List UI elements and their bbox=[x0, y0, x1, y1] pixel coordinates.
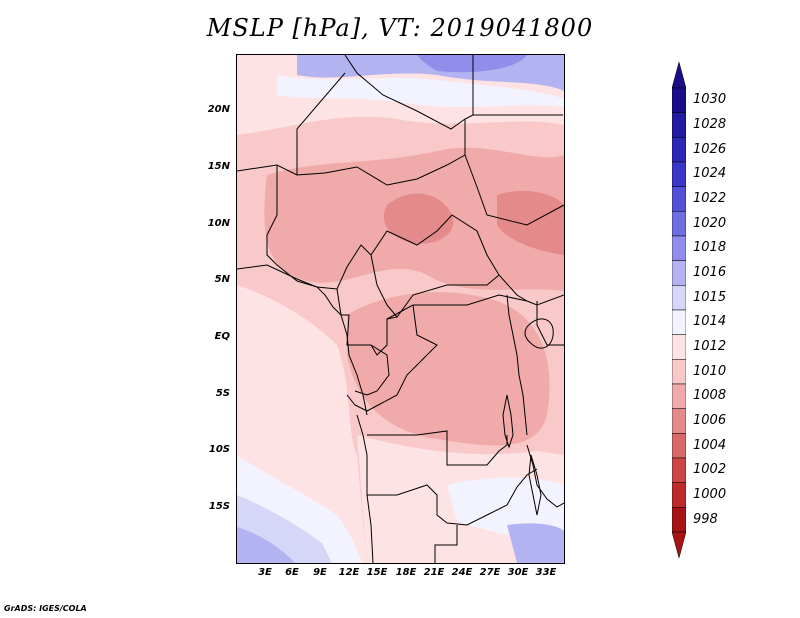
y-axis-label: EQ bbox=[214, 331, 230, 342]
colorbar-label: 1030 bbox=[693, 92, 727, 108]
x-axis-label: 30E bbox=[507, 567, 529, 578]
pressure-ocean-1018 bbox=[237, 527, 295, 563]
colorbar-arrow-bottom bbox=[672, 531, 686, 558]
pressure-southeast-1016 bbox=[507, 523, 564, 563]
colorbar-cell bbox=[672, 285, 686, 311]
colorbar-label: 1015 bbox=[693, 289, 727, 305]
colorbar-arrow-top bbox=[672, 62, 686, 89]
colorbar-cell bbox=[672, 482, 686, 508]
colorbar-label: 1022 bbox=[693, 191, 727, 206]
colorbar-label: 1020 bbox=[693, 215, 727, 231]
colorbar-cell bbox=[672, 186, 686, 212]
colorbar-cell bbox=[672, 112, 686, 138]
colorbar-label: 1006 bbox=[693, 413, 727, 428]
x-axis-label: 21E bbox=[423, 567, 445, 578]
x-axis-label: 12E bbox=[338, 567, 360, 578]
x-axis-label: 9E bbox=[313, 567, 327, 578]
y-axis-label: 15N bbox=[207, 161, 230, 172]
y-axis-label: 5N bbox=[214, 274, 230, 285]
colorbar-cell bbox=[672, 235, 686, 261]
colorbar-label: 1018 bbox=[693, 240, 727, 256]
colorbar-label: 1016 bbox=[693, 265, 727, 280]
colorbar-label: 1028 bbox=[693, 117, 727, 132]
colorbar-label: 1026 bbox=[693, 141, 727, 157]
pressure-map bbox=[236, 54, 565, 564]
colorbar bbox=[672, 62, 686, 558]
colorbar-label: 998 bbox=[693, 511, 718, 527]
x-axis-label: 33E bbox=[535, 567, 557, 578]
colorbar-cell bbox=[672, 408, 686, 434]
colorbar-cell bbox=[672, 260, 686, 286]
colorbar-cell bbox=[672, 87, 686, 113]
colorbar-cell bbox=[672, 211, 686, 237]
y-axis-label: 20N bbox=[207, 104, 230, 115]
y-axis-label: 5S bbox=[215, 388, 230, 399]
high-pressure-north-core bbox=[417, 55, 527, 73]
x-axis-label: 18E bbox=[395, 567, 417, 578]
y-axis-label: 10N bbox=[207, 218, 230, 229]
colorbar-label: 1024 bbox=[693, 166, 727, 182]
x-axis-label: 24E bbox=[451, 567, 473, 578]
colorbar-cell bbox=[672, 137, 686, 163]
colorbar-cell bbox=[672, 359, 686, 385]
colorbar-label: 1010 bbox=[693, 363, 727, 379]
colorbar-cell bbox=[672, 334, 686, 360]
x-axis-label: 3E bbox=[258, 567, 272, 578]
map-title: MSLP [hPa], VT: 2019041800 bbox=[206, 14, 594, 42]
colorbar-cell bbox=[672, 309, 686, 335]
colorbar-label: 1014 bbox=[693, 314, 727, 330]
colorbar-label: 1004 bbox=[693, 437, 727, 453]
colorbar-cell bbox=[672, 507, 686, 533]
x-axis-label: 15E bbox=[366, 567, 388, 578]
coastline-africa bbox=[237, 264, 368, 416]
colorbar-cell bbox=[672, 457, 686, 483]
credit-text: GrADS: IGES/COLA bbox=[4, 604, 87, 613]
lakes bbox=[502, 318, 554, 516]
colorbar-cell bbox=[672, 433, 686, 459]
y-axis-label: 10S bbox=[208, 444, 230, 455]
colorbar-cell bbox=[672, 161, 686, 187]
low-pressure-congo bbox=[347, 292, 550, 446]
colorbar-label: 1002 bbox=[693, 462, 727, 478]
y-axis-label: 15S bbox=[208, 501, 230, 512]
x-axis-label: 27E bbox=[479, 567, 501, 578]
colorbar-label: 1000 bbox=[693, 487, 727, 502]
pressure-band-north-1016 bbox=[277, 75, 564, 108]
colorbar-label: 1008 bbox=[693, 388, 727, 404]
colorbar-cell bbox=[672, 383, 686, 409]
x-axis-label: 6E bbox=[285, 567, 299, 578]
country-borders bbox=[237, 55, 564, 563]
colorbar-label: 1012 bbox=[693, 339, 727, 354]
